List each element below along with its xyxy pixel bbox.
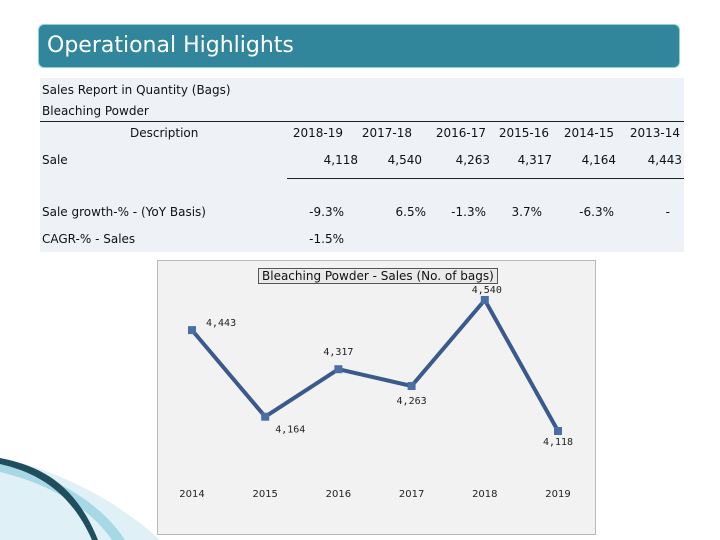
sale-divider [287,178,684,179]
x-tick-label: 2019 [545,489,570,500]
year-header: 2016-17 [435,126,486,140]
data-point [407,381,416,390]
data-point [480,296,489,304]
title-bar: Operational Highlights [38,24,680,68]
data-label: 4,317 [323,347,353,358]
year-header: 2018-19 [292,126,343,140]
sale-value: 4,540 [387,153,422,167]
data-label: 4,263 [397,396,427,407]
chart-title: Bleaching Powder - Sales (No. of bags) [258,268,498,284]
x-tick-label: 2018 [472,489,497,500]
year-header: 2015-16 [498,126,549,140]
product-name: Bleaching Powder [42,104,149,118]
sale-value: 4,118 [323,153,358,167]
sales-report-table [40,78,684,252]
data-label: 4,164 [275,425,305,436]
data-label: 4,118 [543,437,573,448]
growth-value: -1.3% [451,205,486,219]
data-point [261,412,270,421]
data-label: 4,540 [472,285,502,296]
sale-label: Sale [42,153,68,167]
sale-value: 4,263 [455,153,490,167]
year-header: 2017-18 [361,126,412,140]
series-line [190,298,560,432]
description-header: Description [130,126,199,140]
sale-value: 4,317 [517,153,552,167]
header-divider [40,121,684,122]
data-point [334,365,343,374]
year-header: 2013-14 [629,126,680,140]
growth-value: -6.3% [579,205,614,219]
growth-value: 6.5% [395,205,427,219]
growth-value: - [665,205,670,219]
growth-value: 3.7% [511,205,543,219]
data-point [188,326,196,335]
chart-area [157,260,596,535]
decorative-swoosh [0,458,160,540]
sale-value: 4,443 [647,153,682,167]
x-tick-label: 2014 [179,489,204,500]
report-heading: Sales Report in Quantity (Bags) [42,83,231,97]
growth-value: -9.3% [309,205,344,219]
sale-value: 4,164 [581,153,616,167]
cagr-label: CAGR-% - Sales [42,232,136,246]
year-header: 2014-15 [563,126,614,140]
page-title: Operational Highlights [47,33,294,58]
data-point [554,427,562,435]
growth-label: Sale growth-% - (YoY Basis) [42,205,206,219]
data-label: 4,443 [206,318,236,329]
cagr-value: -1.5% [309,232,344,246]
x-tick-label: 2015 [252,489,277,500]
x-tick-label: 2017 [399,489,424,500]
x-tick-label: 2016 [326,489,351,500]
